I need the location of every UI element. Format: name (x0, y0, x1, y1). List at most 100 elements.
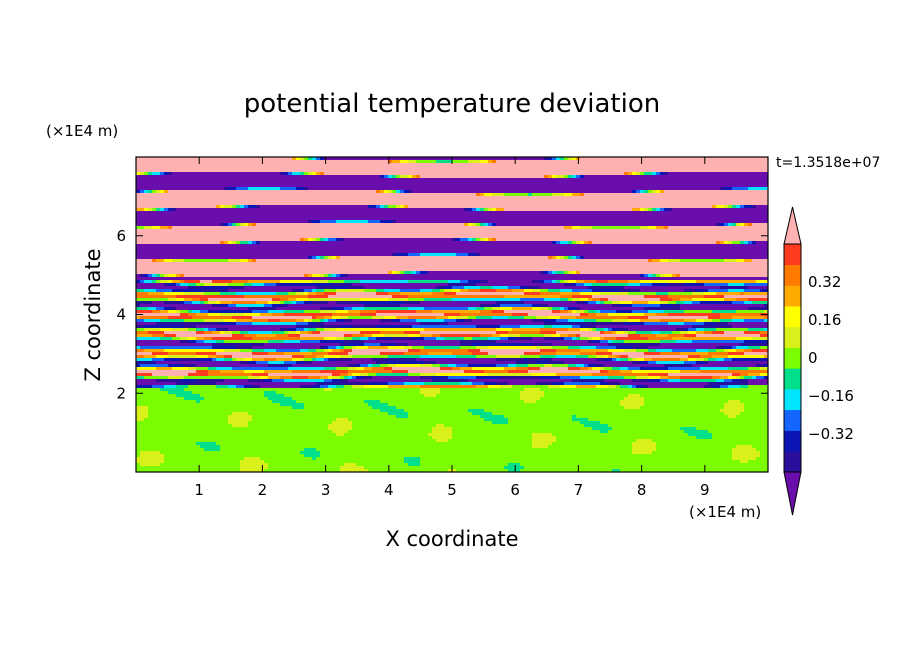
contour-cell (320, 238, 325, 242)
contour-cell (544, 172, 549, 176)
contour-cell (604, 208, 609, 212)
contour-cell (188, 157, 193, 161)
contour-cell (544, 187, 549, 191)
contour-cell (612, 232, 617, 236)
contour-cell (572, 235, 577, 239)
contour-cell (316, 181, 321, 185)
contour-cell (172, 202, 177, 206)
contour-cell (672, 166, 677, 170)
contour-cell (700, 232, 705, 236)
contour-cell (684, 232, 689, 236)
contour-cell (160, 220, 165, 224)
contour-cell (428, 169, 433, 173)
contour-cell (656, 202, 661, 206)
contour-cell (692, 199, 697, 203)
contour-cell (644, 160, 649, 164)
contour-cell (564, 178, 569, 182)
contour-cell (632, 223, 637, 227)
contour-cell (204, 202, 209, 206)
contour-cell (512, 214, 517, 218)
contour-cell (416, 238, 421, 242)
contour-cell (220, 208, 225, 212)
contour-cell (580, 175, 585, 179)
contour-cell (236, 229, 241, 233)
contour-cell (688, 169, 693, 173)
contour-cell (696, 199, 701, 203)
contour-cell (556, 220, 561, 224)
contour-cell (220, 193, 225, 197)
contour-cell (588, 166, 593, 170)
contour-cell (308, 238, 313, 242)
contour-cell (336, 157, 341, 161)
contour-cell (708, 166, 713, 170)
contour-cell (628, 178, 633, 182)
contour-cell (436, 178, 441, 182)
contour-cell (560, 172, 565, 176)
contour-cell (240, 220, 245, 224)
contour-cell (724, 196, 729, 200)
contour-cell (200, 160, 205, 164)
contour-cell (248, 166, 253, 170)
contour-cell (568, 184, 573, 188)
contour-cell (180, 208, 185, 212)
contour-cell (296, 163, 301, 167)
contour-cell (324, 187, 329, 191)
contour-cell (208, 175, 213, 179)
contour-cell (740, 220, 745, 224)
contour-cell (280, 199, 285, 203)
contour-cell (336, 169, 341, 173)
contour-cell (644, 232, 649, 236)
contour-cell (192, 199, 197, 203)
contour-cell (588, 214, 593, 218)
contour-cell (192, 214, 197, 218)
contour-cell (668, 199, 673, 203)
contour-cell (676, 205, 681, 209)
contour-cell (600, 169, 605, 173)
contour-cell (228, 160, 233, 164)
contour-cell (456, 211, 461, 215)
contour-cell (136, 184, 141, 188)
contour-cell (672, 163, 677, 167)
contour-cell (660, 160, 665, 164)
contour-cell (148, 214, 153, 218)
contour-cell (324, 223, 329, 227)
contour-cell (668, 214, 673, 218)
contour-cell (372, 157, 377, 161)
contour-cell (704, 181, 709, 185)
contour-cell (528, 235, 533, 239)
contour-cell (732, 208, 737, 212)
contour-cell (652, 172, 657, 176)
contour-cell (596, 193, 601, 197)
contour-cell (692, 184, 697, 188)
contour-cell (356, 202, 361, 206)
contour-cell (184, 181, 189, 185)
contour-cell (516, 229, 521, 233)
contour-cell (304, 196, 309, 200)
contour-cell (420, 193, 425, 197)
contour-cell (276, 193, 281, 197)
contour-cell (148, 163, 153, 167)
contour-cell (416, 205, 421, 209)
contour-cell (760, 211, 765, 215)
contour-cell (716, 181, 721, 185)
contour-cell (472, 172, 477, 176)
contour-cell (680, 166, 685, 170)
contour-cell (664, 160, 669, 164)
contour-cell (688, 181, 693, 185)
contour-cell (508, 211, 513, 215)
contour-cell (164, 229, 169, 233)
contour-cell (748, 199, 753, 203)
contour-cell (500, 217, 505, 221)
contour-cell (160, 181, 165, 185)
contour-cell (336, 205, 341, 209)
contour-cell (360, 217, 365, 221)
contour-cell (596, 196, 601, 200)
contour-cell (628, 223, 633, 227)
contour-cell (736, 229, 741, 233)
contour-cell (652, 229, 657, 233)
contour-cell (412, 169, 417, 173)
contour-cell (416, 223, 421, 227)
contour-cell (408, 238, 413, 242)
contour-cell (360, 211, 365, 215)
contour-cell (536, 217, 541, 221)
